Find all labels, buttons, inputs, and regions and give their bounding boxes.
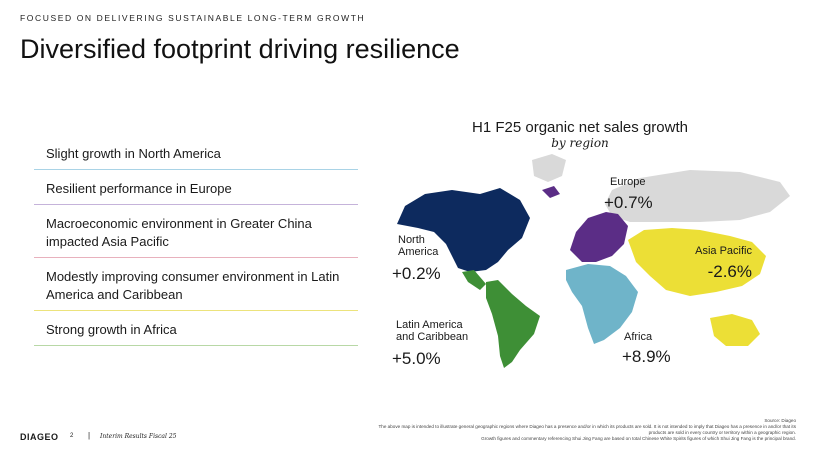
chart-subtitle: by region — [551, 136, 609, 150]
map-shape-greenland — [532, 154, 566, 182]
map-region-latin-america-extra — [462, 270, 486, 290]
diageo-logo: DIAGEO — [20, 432, 59, 442]
section-kicker: FOCUSED ON DELIVERING SUSTAINABLE LONG-T… — [20, 13, 366, 23]
map-region-africa — [566, 264, 638, 344]
bullet-asia-pacific: Macroeconomic environment in Greater Chi… — [34, 211, 358, 258]
label-asia-pacific: Asia Pacific — [695, 245, 752, 257]
page-title: Diversified footprint driving resilience — [20, 34, 460, 64]
map-shape-russia — [605, 170, 790, 222]
value-africa: +8.9% — [622, 347, 671, 366]
value-north-america: +0.2% — [392, 264, 441, 283]
map-region-asia-pacific-extra — [710, 314, 760, 346]
chart-title: H1 F25 organic net sales growth — [472, 119, 688, 136]
footer-separator: | — [88, 431, 91, 440]
map-region-asia-pacific — [628, 228, 766, 296]
document-title: Interim Results Fiscal 25 — [100, 433, 177, 440]
value-latin-america: +5.0% — [392, 349, 441, 368]
source-line: products are sold in every country or te… — [648, 430, 796, 435]
source-line: The above map is intended to illustrate … — [378, 424, 796, 429]
label-africa: Africa — [624, 331, 653, 343]
source-line: Growth figures and commentary referencin… — [481, 436, 796, 441]
bullet-africa: Strong growth in Africa — [34, 317, 358, 346]
label-latin-america: Latin America and Caribbean — [396, 319, 468, 343]
map-region-iceland — [542, 186, 560, 198]
value-asia-pacific: -2.6% — [708, 262, 752, 281]
source-line: Source: Diageo — [764, 418, 796, 423]
bullet-latin-america: Modestly improving consumer environment … — [34, 264, 358, 311]
map-region-north-america — [397, 188, 530, 272]
value-europe: +0.7% — [604, 193, 653, 212]
map-region-europe — [570, 212, 628, 262]
label-europe: Europe — [610, 176, 645, 188]
bullet-europe: Resilient performance in Europe — [34, 176, 358, 205]
bullet-north-america: Slight growth in North America — [34, 141, 358, 170]
label-north-america: North America — [398, 234, 439, 258]
source-note: Source: Diageo The above map is intended… — [236, 418, 796, 442]
page-number: 2 — [70, 433, 74, 439]
map-region-latin-america — [486, 280, 540, 368]
bullet-list: Slight growth in North America Resilient… — [34, 141, 358, 346]
